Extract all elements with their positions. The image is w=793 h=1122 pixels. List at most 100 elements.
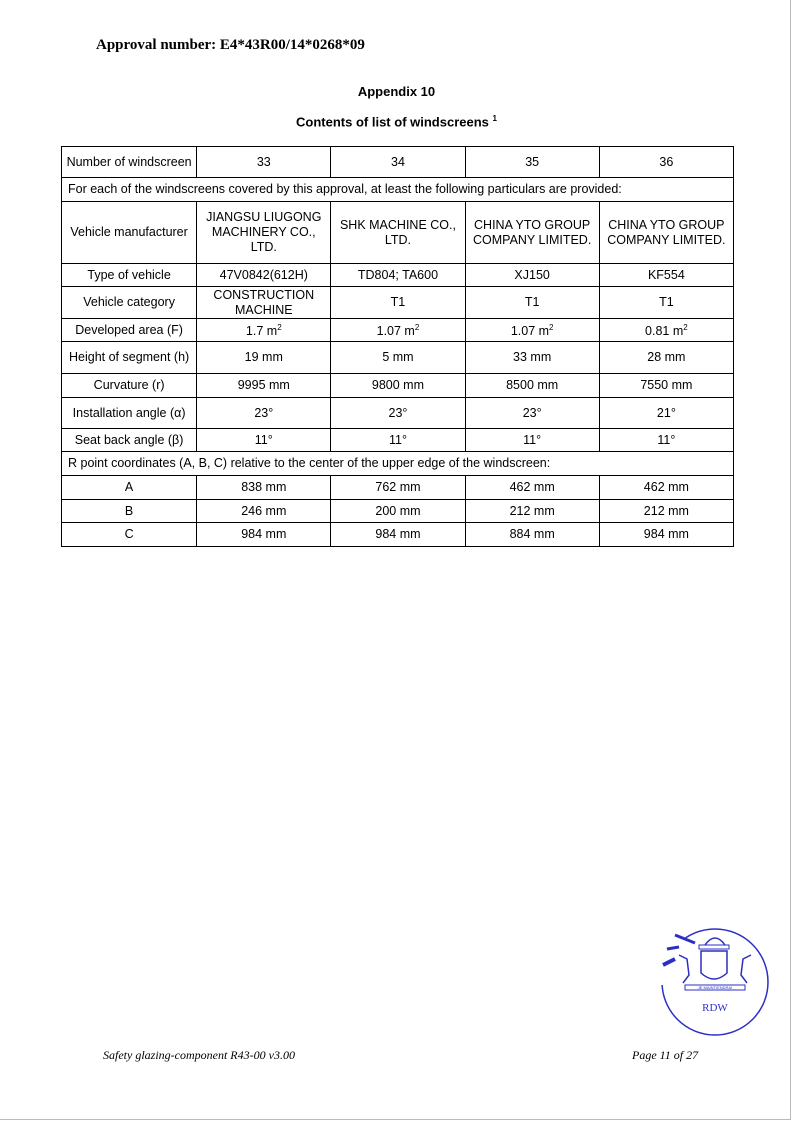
table-row: Type of vehicle 47V0842(612H) TD804; TA600… (60, 263, 735, 287)
appendix-title: Appendix 10 (357, 84, 436, 99)
unit-superscript: 2 (683, 323, 688, 333)
table-cell: TD804; TA600 (330, 263, 466, 287)
table-cell: 1.07 m2 (330, 318, 466, 342)
cell-value: 33 (256, 154, 271, 169)
cell-value: 5 mm (382, 350, 414, 364)
cell-value: 200 mm (375, 503, 421, 518)
table-cell: 246 mm (196, 499, 332, 523)
table-cell: 5 mm (330, 341, 466, 374)
table-cell: T1 (598, 286, 735, 319)
cell-value: 1.7 m (245, 324, 278, 339)
cell-value: XJ150 (514, 267, 550, 282)
table-cell: 7550 mm (598, 373, 735, 398)
table-row: Vehicle manufacturer JIANGSU LIUGONG MACH… (60, 201, 735, 264)
row-label: Seat back angle (β) (60, 428, 198, 452)
row-label: Number of windscreen (60, 146, 198, 178)
stamp-motto: JE MAINTIENDRAI (698, 985, 732, 990)
table-cell: CHINA YTO GROUP COMPANY LIMITED. (464, 201, 600, 264)
table-cell: 200 mm (330, 499, 466, 523)
table-row: Curvature (r) 9995 mm 9800 mm 8500 mm 7550 m… (60, 373, 735, 398)
table-cell: T1 (464, 286, 600, 319)
table-cell: 21° (598, 397, 735, 429)
table-cell: 11° (464, 428, 600, 452)
table-cell: 33 mm (464, 341, 600, 374)
table-cell: 23° (196, 397, 332, 429)
cell-value: 23° (254, 405, 274, 420)
cell-value: 462 mm (509, 480, 555, 494)
table-row: Seat back angle (β) 11° 11° 11° 11° (60, 428, 735, 452)
cell-value: KF554 (647, 267, 685, 282)
row-label: Installation angle (α) (60, 397, 198, 429)
table-cell: 8500 mm (464, 373, 600, 398)
cell-value: 884 mm (509, 527, 555, 541)
list-title-text: Contents of list of windscreens (296, 114, 489, 130)
cell-value: 1.07 m (376, 324, 415, 339)
row-label: Developed area (F) (60, 318, 198, 342)
table-cell: XJ150 (464, 263, 600, 287)
section-note: For each of the windscreens covered by t… (61, 177, 734, 202)
cell-value: 11° (388, 432, 407, 447)
cell-value: 23° (388, 405, 408, 420)
cell-value: 21° (656, 405, 676, 420)
table-row: A 838 mm 762 mm 462 mm 462 mm (60, 475, 735, 500)
table-row: C 984 mm 984 mm 884 mm 984 mm (60, 522, 735, 547)
cell-value: SHK MACHINE CO., LTD. (339, 217, 456, 247)
row-label: A (60, 475, 198, 500)
cell-value: 35 (525, 154, 540, 169)
list-title: Contents of list of windscreens 1 (0, 114, 793, 129)
table-cell: 884 mm (464, 522, 600, 547)
footer-page-number: Page 11 of 27 (632, 1048, 699, 1062)
cell-value: 19 mm (244, 350, 283, 364)
cell-value: 246 mm (241, 503, 287, 518)
table-cell: 0.81 m2 (598, 318, 735, 342)
table-row: Installation angle (α) 23° 23° 23° 21° (60, 397, 735, 429)
cell-value: CHINA YTO GROUP COMPANY LIMITED. (473, 217, 592, 247)
table-cell: 34 (330, 146, 466, 178)
cell-value: T1 (390, 295, 406, 309)
table-cell: 23° (330, 397, 466, 429)
table-cell: 9800 mm (330, 373, 466, 398)
table-cell: CHINA YTO GROUP COMPANY LIMITED. (598, 201, 735, 264)
table-cell: 11° (330, 428, 466, 452)
cell-value: TD804; TA600 (357, 267, 439, 282)
rdw-seal-icon: JE MAINTIENDRAI RDW (655, 925, 769, 1036)
table-cell: 11° (196, 428, 332, 452)
table-row: Vehicle category CONSTRUCTION MACHINE T1 T1… (60, 286, 735, 319)
table-cell: 11° (598, 428, 735, 452)
table-cell: 1.7 m2 (196, 318, 332, 342)
footnote-ref: 1 (492, 114, 497, 123)
row-label: C (60, 522, 198, 547)
cell-value: 212 mm (643, 503, 689, 518)
unit-superscript: 2 (414, 323, 420, 333)
table-row: Height of segment (h) 19 mm 5 mm 33 mm 28 mm (60, 341, 735, 374)
cell-value: 11° (523, 432, 542, 447)
table-cell: 35 (464, 146, 600, 178)
table-cell: 9995 mm (196, 373, 332, 398)
cell-value: 462 mm (643, 480, 689, 494)
cell-value: 762 mm (375, 480, 421, 494)
table-cell: 838 mm (196, 475, 332, 500)
cell-value: 984 mm (375, 527, 421, 541)
cell-value: 0.81 m (645, 324, 684, 339)
table-cell: 984 mm (598, 522, 735, 547)
unit-superscript: 2 (277, 323, 282, 333)
windscreens-table: Number of windscreen 33 34 35 36 For each of … (60, 146, 735, 547)
cell-value: 11° (254, 432, 273, 447)
table-cell: 33 (196, 146, 332, 178)
cell-value: CHINA YTO GROUP COMPANY LIMITED. (607, 217, 726, 247)
cell-value: 212 mm (509, 503, 555, 518)
cell-value: 1.07 m (510, 324, 550, 339)
table-row: B 246 mm 200 mm 212 mm 212 mm (60, 499, 735, 523)
cell-value: 9800 mm (371, 378, 425, 392)
table-cell: 212 mm (598, 499, 735, 523)
cell-value: T1 (524, 295, 540, 309)
table-cell: 212 mm (464, 499, 600, 523)
row-label: B (60, 499, 198, 523)
table-cell: 36 (598, 146, 735, 178)
table-cell: 462 mm (598, 475, 735, 500)
row-label: Vehicle manufacturer (60, 201, 198, 264)
unit-superscript: 2 (549, 323, 554, 333)
row-label: Height of segment (h) (60, 341, 198, 374)
footer-document-name: Safety glazing-component R43-00 v3.00 (103, 1048, 295, 1062)
cell-value: 34 (391, 154, 405, 169)
